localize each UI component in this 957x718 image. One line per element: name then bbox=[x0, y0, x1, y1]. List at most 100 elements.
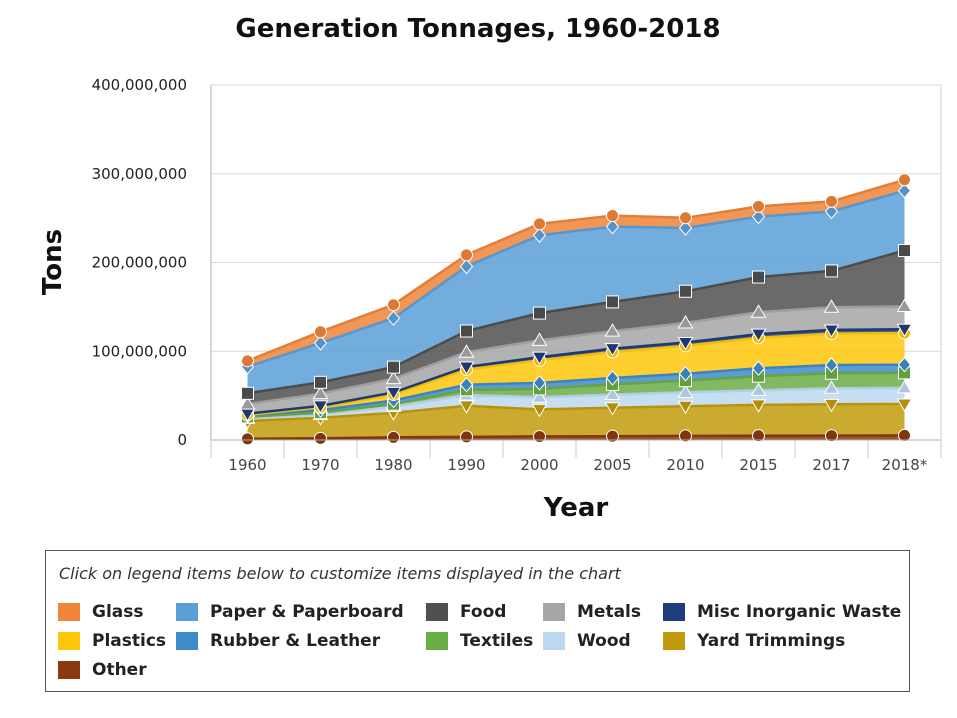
data-point-other[interactable] bbox=[679, 429, 692, 443]
data-point-rubber-and-leather[interactable] bbox=[532, 375, 547, 391]
data-point-misc-inorganic-waste[interactable] bbox=[677, 336, 694, 351]
data-point-wood[interactable] bbox=[604, 386, 621, 401]
data-point-food[interactable] bbox=[606, 295, 619, 309]
data-point-other[interactable] bbox=[460, 430, 473, 444]
legend-label: Paper & Paperboard bbox=[210, 602, 404, 622]
x-tick-label: 2005 bbox=[593, 456, 631, 474]
data-point-food[interactable] bbox=[533, 306, 546, 320]
data-point-other[interactable] bbox=[825, 429, 838, 443]
legend-item-wood[interactable]: Wood bbox=[543, 630, 631, 652]
x-tick-labels: 1960 1970 1980 1990 2000 2005 2010 2015 2017 2018… bbox=[228, 456, 927, 474]
data-point-metals[interactable] bbox=[750, 304, 767, 318]
legend-item-food[interactable]: Food bbox=[426, 601, 506, 623]
data-point-misc-inorganic-waste[interactable] bbox=[896, 323, 913, 338]
data-point-other[interactable] bbox=[606, 429, 619, 443]
data-point-wood[interactable] bbox=[896, 379, 913, 394]
data-point-rubber-and-leather[interactable] bbox=[824, 357, 839, 373]
data-point-paper-and-paperboard[interactable] bbox=[824, 203, 839, 220]
data-point-paper-and-paperboard[interactable] bbox=[459, 258, 474, 275]
data-point-wood[interactable] bbox=[677, 384, 694, 398]
legend-item-other[interactable]: Other bbox=[58, 659, 147, 681]
data-point-metals[interactable] bbox=[458, 344, 475, 358]
data-point-metals[interactable] bbox=[604, 323, 621, 337]
data-point-food[interactable] bbox=[825, 264, 838, 278]
data-point-wood[interactable] bbox=[531, 389, 548, 403]
data-point-rubber-and-leather[interactable] bbox=[897, 356, 912, 373]
series-line-rubber-and-leather bbox=[247, 363, 905, 417]
data-point-glass[interactable] bbox=[533, 217, 546, 231]
data-point-glass[interactable] bbox=[752, 199, 765, 213]
data-point-yard-trimmings[interactable] bbox=[896, 398, 913, 412]
data-point-metals[interactable] bbox=[677, 314, 694, 329]
data-point-food[interactable] bbox=[679, 284, 692, 298]
x-tick-label: 2018* bbox=[882, 456, 928, 474]
data-point-paper-and-paperboard[interactable] bbox=[897, 182, 912, 199]
data-point-yard-trimmings[interactable] bbox=[604, 402, 621, 416]
data-point-other[interactable] bbox=[314, 431, 327, 445]
data-point-yard-trimmings[interactable] bbox=[750, 399, 767, 413]
data-point-other[interactable] bbox=[898, 428, 911, 442]
data-point-other[interactable] bbox=[241, 432, 254, 446]
data-point-other[interactable] bbox=[387, 430, 400, 444]
legend-item-yard-trimmings[interactable]: Yard Trimmings bbox=[663, 630, 845, 652]
data-point-rubber-and-leather[interactable] bbox=[459, 376, 474, 393]
data-point-rubber-and-leather[interactable] bbox=[678, 365, 693, 382]
legend-item-rubber-and-leather[interactable]: Rubber & Leather bbox=[176, 630, 380, 652]
legend-label: Plastics bbox=[92, 631, 167, 651]
data-point-food[interactable] bbox=[460, 324, 473, 338]
data-point-paper-and-paperboard[interactable] bbox=[605, 218, 620, 235]
data-point-glass[interactable] bbox=[314, 325, 327, 339]
data-point-other[interactable] bbox=[752, 429, 765, 443]
legend-item-glass[interactable]: Glass bbox=[58, 601, 144, 623]
data-point-wood[interactable] bbox=[823, 380, 840, 394]
data-point-food[interactable] bbox=[241, 386, 254, 400]
y-tick-labels: 0 100,000,000 200,000,000 300,000,000 400,00… bbox=[92, 76, 187, 449]
data-point-yard-trimmings[interactable] bbox=[458, 400, 475, 414]
data-point-misc-inorganic-waste[interactable] bbox=[531, 351, 548, 366]
data-point-metals[interactable] bbox=[531, 332, 548, 346]
data-point-metals[interactable] bbox=[823, 299, 840, 313]
data-point-other[interactable] bbox=[533, 429, 546, 443]
legend-item-misc-inorganic-waste[interactable]: Misc Inorganic Waste bbox=[663, 601, 901, 623]
data-point-glass[interactable] bbox=[606, 209, 619, 223]
data-point-misc-inorganic-waste[interactable] bbox=[750, 328, 767, 343]
y-tick-label: 300,000,000 bbox=[92, 165, 187, 183]
data-point-paper-and-paperboard[interactable] bbox=[532, 227, 547, 244]
legend-item-textiles[interactable]: Textiles bbox=[426, 630, 533, 652]
data-point-wood[interactable] bbox=[750, 382, 767, 396]
data-point-yard-trimmings[interactable] bbox=[823, 398, 840, 413]
data-point-misc-inorganic-waste[interactable] bbox=[385, 386, 402, 401]
data-point-metals[interactable] bbox=[896, 298, 913, 313]
data-point-glass[interactable] bbox=[898, 173, 911, 187]
y-tick-label: 100,000,000 bbox=[92, 342, 187, 360]
legend-item-paper-and-paperboard[interactable]: Paper & Paperboard bbox=[176, 601, 404, 623]
data-point-glass[interactable] bbox=[460, 248, 473, 262]
data-point-rubber-and-leather[interactable] bbox=[605, 370, 620, 386]
data-point-glass[interactable] bbox=[825, 194, 838, 208]
legend-item-metals[interactable]: Metals bbox=[543, 601, 641, 623]
data-point-misc-inorganic-waste[interactable] bbox=[312, 400, 329, 414]
data-point-yard-trimmings[interactable] bbox=[677, 400, 694, 415]
data-point-paper-and-paperboard[interactable] bbox=[751, 208, 766, 225]
data-point-metals[interactable] bbox=[312, 385, 329, 400]
data-point-misc-inorganic-waste[interactable] bbox=[458, 361, 475, 375]
data-point-metals[interactable] bbox=[239, 396, 256, 410]
data-point-misc-inorganic-waste[interactable] bbox=[604, 343, 621, 357]
data-point-metals[interactable] bbox=[385, 370, 402, 385]
data-point-glass[interactable] bbox=[387, 298, 400, 312]
data-point-food[interactable] bbox=[314, 375, 327, 389]
data-point-misc-inorganic-waste[interactable] bbox=[823, 324, 840, 338]
x-tick-label: 2017 bbox=[812, 456, 850, 474]
data-point-food[interactable] bbox=[387, 360, 400, 374]
data-point-glass[interactable] bbox=[241, 354, 254, 368]
data-point-paper-and-paperboard[interactable] bbox=[678, 220, 693, 236]
data-point-food[interactable] bbox=[752, 270, 765, 284]
data-point-glass[interactable] bbox=[679, 211, 692, 225]
data-point-paper-and-paperboard[interactable] bbox=[313, 335, 328, 351]
data-point-food[interactable] bbox=[898, 244, 911, 258]
legend-item-plastics[interactable]: Plastics bbox=[58, 630, 166, 652]
data-point-rubber-and-leather[interactable] bbox=[751, 360, 766, 377]
data-point-paper-and-paperboard[interactable] bbox=[386, 310, 401, 326]
x-tick-label: 1980 bbox=[374, 456, 412, 474]
data-point-yard-trimmings[interactable] bbox=[531, 403, 548, 418]
